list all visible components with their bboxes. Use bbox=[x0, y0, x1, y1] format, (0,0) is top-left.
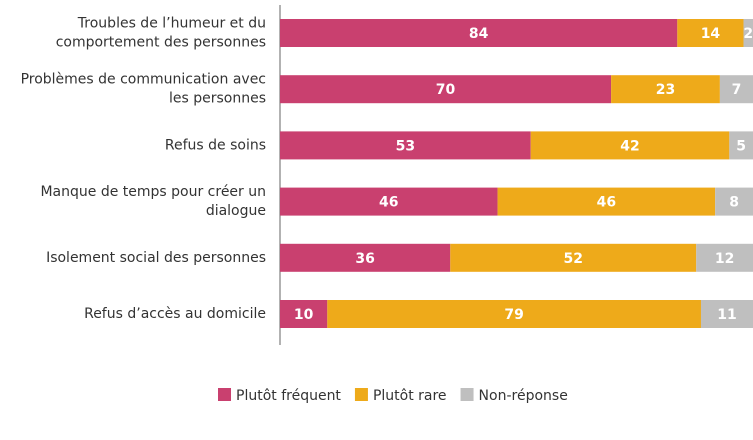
bar-segment bbox=[280, 75, 612, 104]
legend-label: Plutôt rare bbox=[373, 388, 447, 404]
bar-segment bbox=[327, 300, 701, 328]
bar-segment bbox=[280, 300, 328, 328]
value-label: 5 bbox=[736, 138, 746, 154]
bar-segment bbox=[677, 19, 744, 47]
value-label: 36 bbox=[355, 251, 374, 267]
bar-segment bbox=[719, 75, 753, 104]
value-label: 12 bbox=[715, 251, 734, 267]
legend-swatch bbox=[460, 388, 474, 401]
category-label: Troubles de l’humeur et du comportement d… bbox=[56, 16, 266, 51]
bar-segment bbox=[280, 243, 451, 272]
bar-segment bbox=[497, 187, 716, 216]
value-label: 42 bbox=[620, 138, 639, 154]
bar-segment bbox=[450, 243, 697, 272]
category-label: Refus d’accès au domicile bbox=[84, 306, 266, 322]
legend: Plutôt fréquent Plutôt rare Non-réponse bbox=[218, 388, 568, 404]
value-label: 52 bbox=[564, 251, 583, 267]
value-label: 46 bbox=[379, 195, 398, 211]
category-label: Problèmes de communication avec les perso… bbox=[21, 72, 266, 107]
value-label: 7 bbox=[732, 82, 742, 98]
value-label: 10 bbox=[294, 307, 314, 323]
bar-segment bbox=[700, 300, 753, 328]
bar-segment bbox=[729, 131, 753, 160]
value-label: 46 bbox=[597, 195, 616, 211]
category-label: Isolement social des personnes bbox=[46, 250, 266, 266]
value-label: 79 bbox=[504, 307, 523, 323]
bar-segment bbox=[743, 19, 753, 47]
value-label: 8 bbox=[729, 195, 739, 211]
legend-label: Plutôt fréquent bbox=[236, 388, 341, 404]
value-label: 11 bbox=[717, 307, 736, 323]
legend-swatch bbox=[218, 388, 231, 401]
value-label: 84 bbox=[469, 26, 489, 42]
bar-segment bbox=[530, 131, 730, 160]
value-label: 23 bbox=[656, 82, 675, 98]
bar-segment bbox=[696, 243, 753, 272]
bar-segment bbox=[280, 19, 678, 47]
value-label: 14 bbox=[701, 26, 721, 42]
category-label: Refus de soins bbox=[165, 137, 266, 153]
value-label: 70 bbox=[436, 82, 456, 98]
bar-segment bbox=[611, 75, 720, 104]
bar-segment bbox=[280, 131, 531, 160]
category-label: Manque de temps pour créer un dialogue bbox=[40, 184, 266, 219]
legend-swatch bbox=[354, 388, 368, 401]
bar-segment bbox=[715, 187, 753, 216]
value-label: 53 bbox=[396, 138, 415, 154]
bar-segment bbox=[280, 187, 498, 216]
value-label: 2 bbox=[743, 26, 753, 42]
legend-label: Non-réponse bbox=[479, 388, 568, 404]
